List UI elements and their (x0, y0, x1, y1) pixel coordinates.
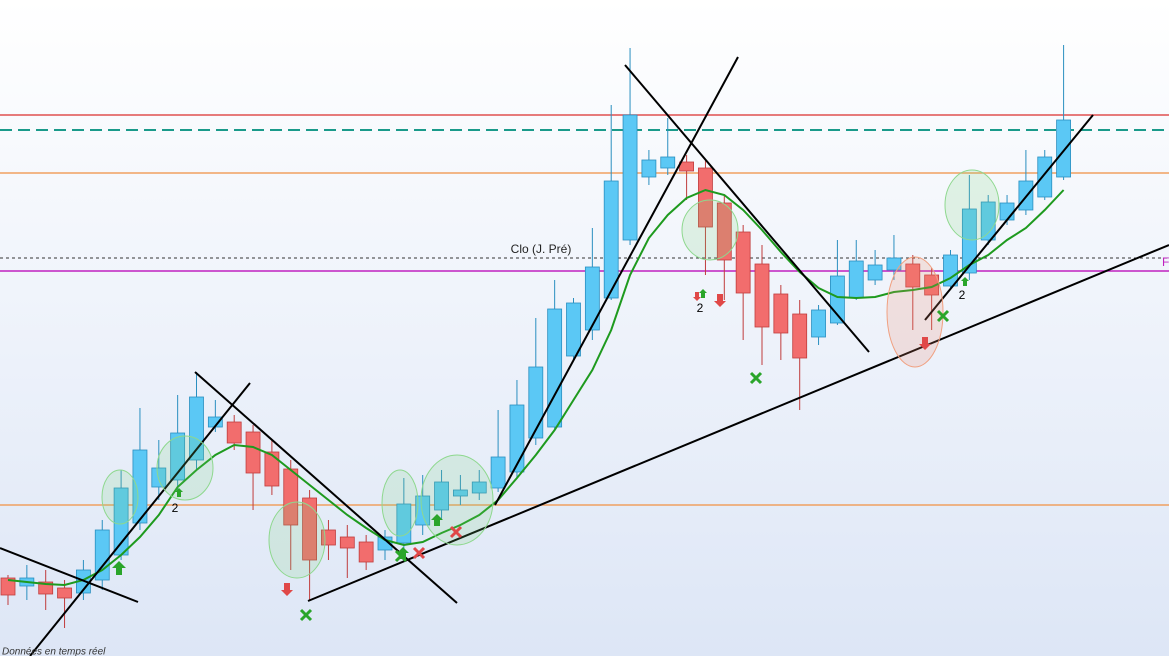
candle-body (811, 309, 826, 338)
candle-body (1037, 156, 1053, 198)
candle-body (943, 254, 958, 287)
down-arrows (281, 292, 931, 596)
footer: Données en temps réel (2, 647, 106, 656)
candle-body (735, 231, 751, 294)
candle-body (754, 263, 770, 328)
annotation: 2 (697, 301, 704, 315)
candle-body (961, 208, 977, 274)
candle-body (57, 587, 72, 599)
candle-body (302, 497, 318, 561)
candle-body (679, 161, 694, 172)
candle-body (698, 167, 713, 228)
candle-body (980, 201, 996, 241)
highlight-ellipses (101, 169, 1000, 579)
candle-body (434, 481, 449, 511)
candle-body (471, 481, 487, 494)
candle-body (773, 293, 789, 334)
candle-body (566, 302, 581, 357)
candle-body (132, 449, 148, 524)
candle-body (226, 421, 242, 444)
candle-body (660, 156, 676, 169)
candle-body (867, 264, 883, 281)
candle-body (415, 495, 431, 526)
candle-body (999, 202, 1015, 221)
annotation: 2 (172, 501, 179, 515)
level-label: Clo (J. Pré) (511, 242, 572, 256)
annotation: 2 (959, 288, 966, 302)
highlight-ellipse (886, 256, 944, 368)
candle-body (151, 467, 167, 488)
candle-body (924, 274, 940, 296)
candle-body (848, 260, 864, 299)
moving-average (7, 188, 1065, 587)
candle-body (490, 456, 506, 489)
candle-body (547, 308, 563, 428)
candle-body (0, 577, 16, 596)
candle-body (264, 451, 280, 487)
candle-body (358, 541, 374, 563)
candle-body (792, 313, 808, 359)
candle-body (603, 180, 619, 299)
candle-body (245, 431, 261, 474)
cross-markers (299, 309, 950, 622)
candle-body (716, 202, 732, 261)
candle-body (905, 263, 921, 288)
candle-body (509, 404, 525, 473)
level-label: F (1162, 255, 1169, 269)
trendlines (0, 56, 1169, 656)
candle-body (622, 114, 638, 241)
candle-body (641, 159, 657, 178)
candle-body (452, 489, 468, 497)
candle-body (584, 266, 600, 331)
candle-body (528, 366, 544, 439)
candle-body (339, 536, 355, 549)
candle-body (1056, 119, 1071, 178)
